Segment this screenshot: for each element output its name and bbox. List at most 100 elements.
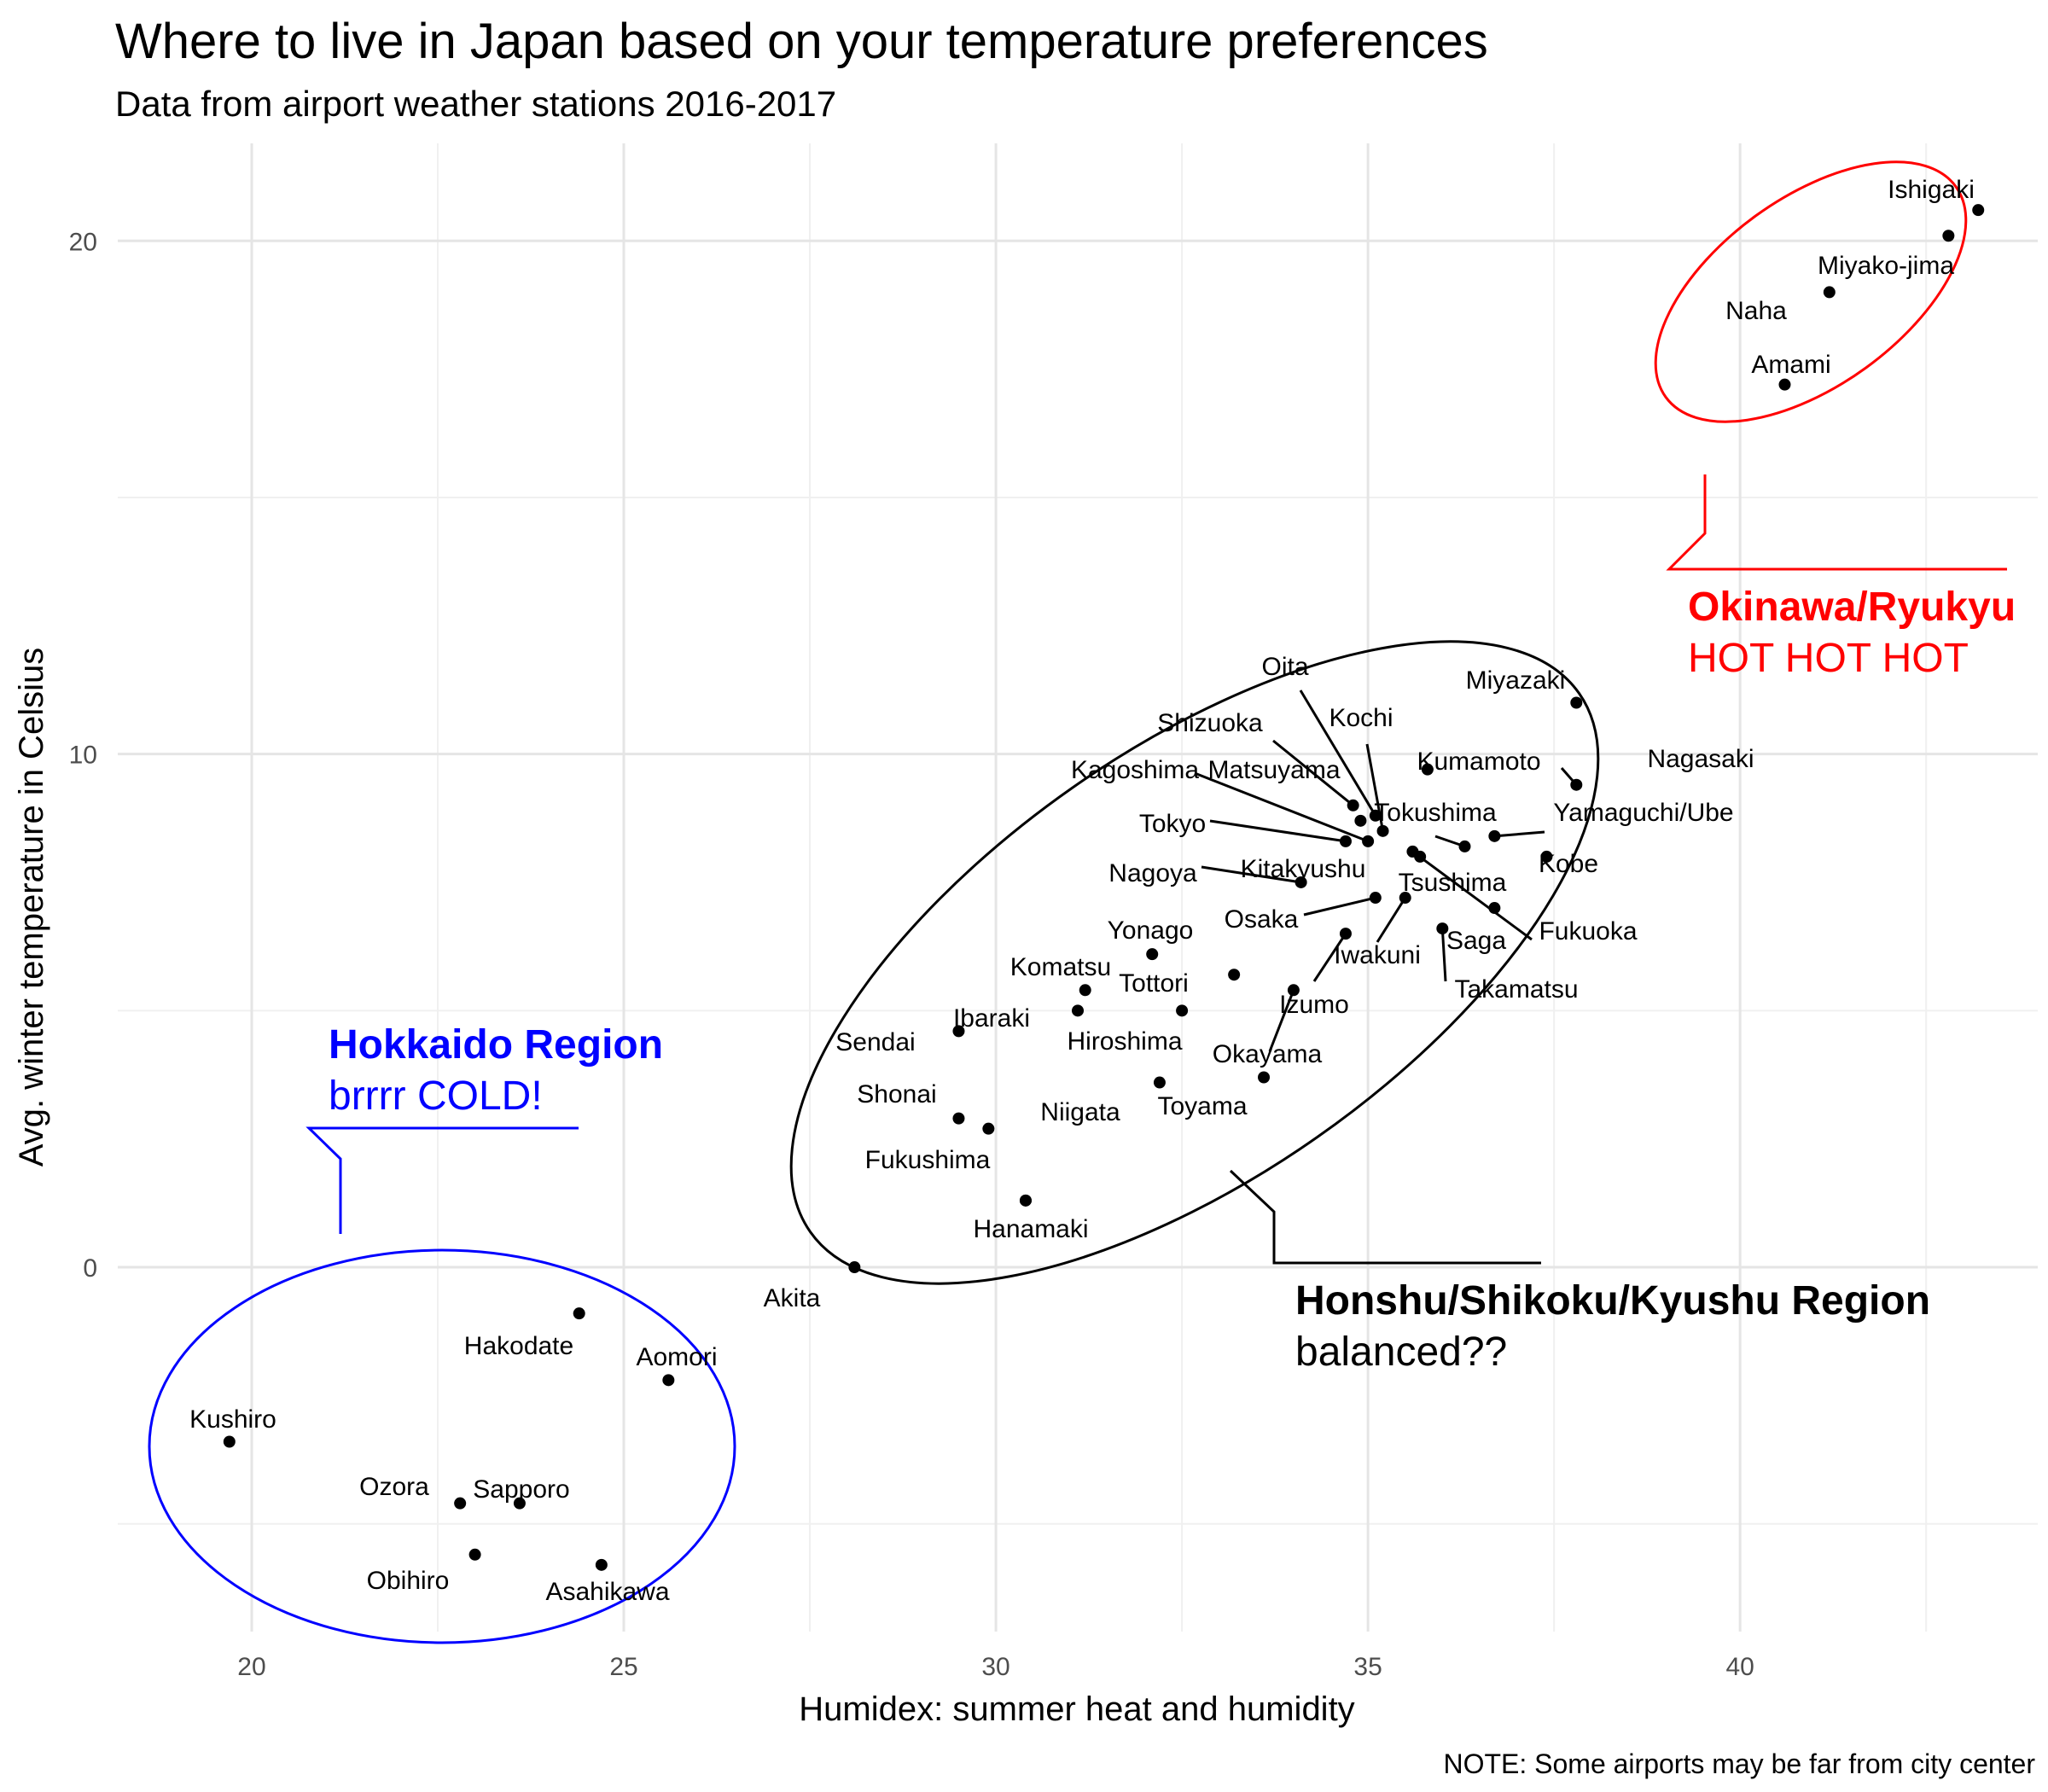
y-tick-label: 0 <box>83 1254 97 1283</box>
region-ellipse <box>148 1248 736 1644</box>
data-point <box>848 1261 861 1274</box>
grid <box>118 143 2038 1632</box>
data-point <box>1421 763 1434 776</box>
leader-line <box>1411 850 1533 941</box>
point-label: Tokushima <box>1374 799 1497 827</box>
point-label: Shonai <box>857 1080 936 1108</box>
point-label: Tottori <box>1119 969 1189 998</box>
leader-line <box>1201 865 1301 884</box>
data-point <box>573 1307 585 1320</box>
point-label: Toyama <box>1157 1092 1247 1120</box>
data-point <box>1376 824 1389 837</box>
point-labels: Ishigaki Miyako-jima Naha Amami Miyazaki Naga… <box>189 176 1975 1606</box>
leader-line <box>1194 771 1369 843</box>
chart-subtitle: Data from airport weather stations 2016-… <box>115 84 836 124</box>
point-label: Kumamoto <box>1417 748 1540 776</box>
point-label: Nagoya <box>1108 859 1197 887</box>
region-ellipse <box>1654 160 1968 423</box>
point-label: Tsushima <box>1399 869 1507 897</box>
x-tick-label: 25 <box>609 1653 637 1681</box>
data-point <box>1258 1071 1271 1084</box>
region-annotations: Okinawa/Ryukyu HOT HOT HOT Honshu/Shikoku/… <box>148 160 2016 1644</box>
point-label: Kushiro <box>189 1405 276 1434</box>
leader-line <box>1209 819 1347 843</box>
point-label: Aomori <box>636 1343 717 1371</box>
point-label: Komatsu <box>1010 953 1111 981</box>
data-point <box>1942 230 1955 242</box>
point-label: Kochi <box>1329 704 1393 732</box>
region-annotation-title: Hokkaido Region <box>329 1022 663 1068</box>
point-label: Okayama <box>1213 1040 1323 1068</box>
data-point <box>1823 286 1836 299</box>
point-label: Niigata <box>1040 1098 1120 1126</box>
data-point <box>1362 835 1375 847</box>
leader-line <box>1303 896 1376 916</box>
region-ellipse <box>789 640 1600 1285</box>
point-label: Ibaraki <box>953 1004 1030 1033</box>
point-label: Ishigaki <box>1888 176 1975 204</box>
point-label: Obihiro <box>367 1567 450 1595</box>
point-label: Hiroshima <box>1067 1027 1182 1056</box>
leader-line <box>1272 739 1354 806</box>
data-point <box>1458 840 1471 852</box>
point-label: Naha <box>1725 297 1787 325</box>
chart-title: Where to live in Japan based on your tem… <box>115 14 1488 69</box>
data-point <box>1570 778 1583 791</box>
point-label: Kagoshima <box>1071 756 1199 784</box>
data-point <box>513 1497 526 1510</box>
leader-line <box>1440 928 1447 982</box>
data-point <box>1295 876 1307 888</box>
leader-line <box>1312 933 1347 982</box>
data-point <box>595 1558 608 1571</box>
callout-line <box>1666 474 2007 571</box>
data-point <box>1176 1004 1189 1017</box>
x-tick-label: 30 <box>981 1653 1009 1681</box>
x-tick-label: 40 <box>1725 1653 1754 1681</box>
data-point <box>1354 814 1367 827</box>
point-label: Miyazaki <box>1466 666 1566 695</box>
x-axis-title: Humidex: summer heat and humidity <box>799 1690 1354 1728</box>
data-point <box>1153 1076 1166 1089</box>
data-point <box>1339 835 1352 847</box>
data-point <box>1072 1004 1084 1017</box>
point-label: Hanamaki <box>973 1215 1088 1243</box>
point-label: Fukuoka <box>1539 917 1637 945</box>
x-tick-label: 20 <box>237 1653 265 1681</box>
point-label: Iwakuni <box>1334 941 1421 969</box>
point-label: Oita <box>1261 653 1308 681</box>
data-point <box>1347 799 1359 812</box>
label-leaders <box>1194 689 1578 1052</box>
point-label: Ozora <box>359 1473 429 1501</box>
point-label: Izumo <box>1279 991 1349 1019</box>
data-point <box>952 1112 965 1125</box>
data-point <box>1146 948 1159 961</box>
data-point <box>1488 829 1501 842</box>
point-label: Amami <box>1751 351 1830 379</box>
point-label: Nagasaki <box>1647 745 1754 773</box>
point-label: Akita <box>764 1284 821 1312</box>
region-annotation-title: Okinawa/Ryukyu <box>1688 585 2016 630</box>
leader-line <box>1299 689 1377 817</box>
data-point <box>1339 928 1352 940</box>
data-point <box>1488 902 1501 915</box>
data-point <box>1778 378 1791 391</box>
data-point <box>1540 850 1553 863</box>
chart-caption: NOTE: Some airports may be far from city… <box>1443 1748 2035 1779</box>
data-point <box>468 1548 481 1561</box>
data-point <box>1079 984 1091 997</box>
point-label: Kobe <box>1539 850 1598 878</box>
point-label: Osaka <box>1225 905 1299 934</box>
data-point <box>1019 1194 1032 1207</box>
point-label: Asahikawa <box>545 1578 669 1606</box>
axis-ticks: 20 25 30 35 40 0 10 20 <box>69 228 1754 1681</box>
point-label: Sapporo <box>473 1475 569 1504</box>
data-point <box>1369 892 1382 905</box>
point-label: Kitakyushu <box>1241 855 1366 883</box>
data-point <box>1369 809 1382 822</box>
y-tick-label: 10 <box>69 742 97 770</box>
region-annotation-text: balanced?? <box>1295 1329 1507 1375</box>
data-point <box>1287 984 1300 997</box>
data-point <box>1436 922 1449 935</box>
